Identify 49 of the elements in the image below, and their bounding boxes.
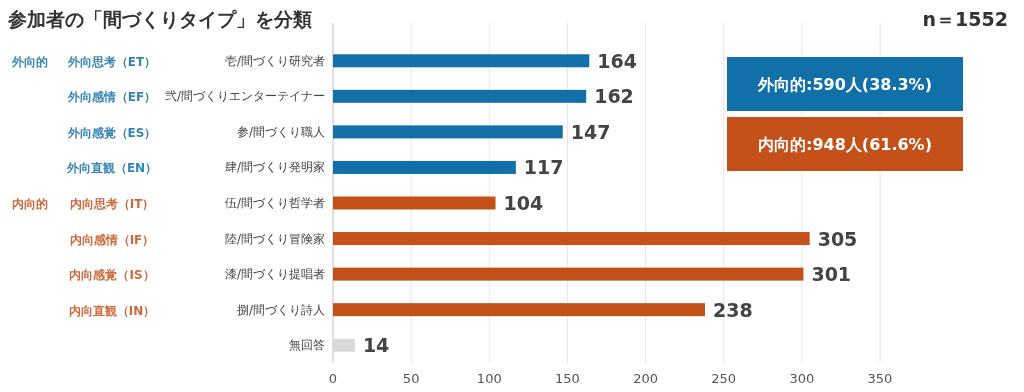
data-label: 301 xyxy=(811,263,852,286)
annotation: 外向的:590人(38.3%) xyxy=(757,75,932,94)
data-label: 14 xyxy=(362,334,390,357)
bar xyxy=(333,303,705,317)
data-label: 162 xyxy=(594,85,634,108)
x-tick-label: 50 xyxy=(402,371,420,386)
text: n＝1552 xyxy=(922,8,1008,30)
x-tick-label: 150 xyxy=(555,371,580,386)
data-label: 104 xyxy=(503,192,544,214)
y-tick-label: 捌/間づくり詩人 xyxy=(236,302,325,317)
data-label: 147 xyxy=(570,120,611,143)
bar xyxy=(333,54,590,68)
bar xyxy=(333,267,804,281)
text: 内向思考（IT） xyxy=(69,197,155,211)
text: 参加者の「間づくりタイプ」を分類 xyxy=(7,8,312,30)
x-tick-label: 300 xyxy=(789,371,815,386)
data-label: 164 xyxy=(597,49,637,72)
bar xyxy=(333,338,355,352)
text: 外向的 xyxy=(11,54,48,69)
text: 内向直観（IN） xyxy=(68,303,156,318)
text: 内向的 xyxy=(12,197,48,211)
bar xyxy=(333,160,516,174)
bar xyxy=(333,125,563,139)
x-tick-label: 0 xyxy=(328,371,338,386)
text: 外向感覚（ES） xyxy=(66,125,157,140)
y-tick-label: 壱/間づくり研究者 xyxy=(224,53,325,68)
bar xyxy=(333,89,587,103)
text: 内向感覚（IS） xyxy=(69,268,155,283)
y-tick-label: 無回答 xyxy=(289,338,325,353)
x-tick-label: 200 xyxy=(633,371,658,386)
y-tick-label: 漆/間づくり提唱者 xyxy=(224,267,325,282)
text: 外向感情（EF） xyxy=(66,90,157,105)
text: 外向思考（ET） xyxy=(66,54,157,69)
text: 内向感情（IF） xyxy=(69,232,155,247)
y-tick-label: 陸/間づくり冒険家 xyxy=(224,231,325,246)
data-label: 117 xyxy=(523,156,564,179)
bar xyxy=(333,196,496,210)
x-tick-label: 350 xyxy=(867,371,893,386)
data-label: 305 xyxy=(817,227,858,250)
y-tick-label: 参/間づくり職人 xyxy=(236,124,325,139)
x-tick-label: 250 xyxy=(711,371,737,386)
annotation: 内向的:948人(61.6%) xyxy=(758,135,932,154)
x-tick-label: 100 xyxy=(476,371,502,386)
data-label: 238 xyxy=(712,298,753,321)
text: 外向直観（EN） xyxy=(65,161,158,176)
bar xyxy=(333,232,810,246)
y-tick-label: 弐/間づくりエンターテイナー xyxy=(164,89,325,104)
y-tick-label: 伍/間づくり哲学者 xyxy=(224,196,325,210)
y-tick-label: 肆/間づくり発明家 xyxy=(224,160,325,175)
